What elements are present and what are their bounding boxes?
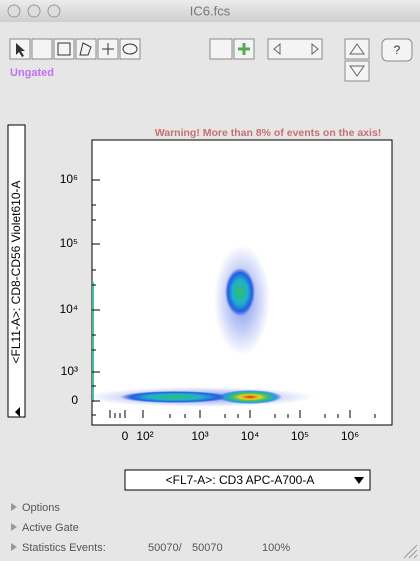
y-tick-label: 10⁴ (59, 302, 78, 316)
x-tick-label: 10² (136, 429, 153, 443)
x-tick-label: 10⁵ (291, 429, 309, 443)
y-tick-label: 10⁵ (60, 236, 78, 250)
ellipse-tool[interactable] (119, 38, 141, 60)
events-total: 50070 (192, 542, 223, 554)
quad-tool[interactable] (31, 38, 53, 60)
x-tick-label: 10³ (191, 429, 208, 443)
help-label: ? (394, 43, 401, 57)
y-tick-label: 10³ (61, 364, 78, 378)
x-tick-label: 0 (122, 429, 129, 443)
title-bar (0, 0, 420, 22)
resize-grip[interactable] (403, 544, 418, 559)
y-axis-selector[interactable] (7, 124, 26, 418)
quadrant-icon (102, 43, 114, 55)
x-tick-label: 10⁶ (341, 429, 359, 443)
y-axis-label: <FL11-A>: CD8-CD56 Violet610-A (9, 181, 23, 364)
down-icon (349, 65, 365, 77)
up-button[interactable] (344, 38, 370, 60)
up-icon (349, 43, 365, 55)
nav-arrows (273, 42, 319, 56)
add-icon (238, 43, 250, 55)
navigator[interactable] (267, 38, 323, 60)
events-percent: 100% (262, 542, 290, 554)
disclosure-triangles (11, 503, 17, 551)
polygon-tool[interactable] (75, 38, 97, 60)
down-button[interactable] (344, 60, 370, 82)
toolbar: ? (9, 38, 413, 82)
window-title: IC6.fcs (190, 3, 231, 18)
pointer-icon (16, 43, 25, 57)
close-button[interactable] (7, 4, 21, 18)
y-axis-ticks (92, 179, 100, 416)
x-tick-label: 10⁴ (241, 429, 260, 443)
x-axis-selector[interactable] (124, 469, 371, 491)
rect-tool[interactable] (53, 38, 75, 60)
minimize-button[interactable] (27, 4, 41, 18)
y-axis-dropdown (15, 407, 20, 417)
active-gate-toggle[interactable]: Active Gate (22, 522, 79, 534)
zoom-button[interactable] (47, 4, 61, 18)
axis-events (92, 282, 94, 402)
density-plot (85, 245, 315, 407)
density-cluster (225, 268, 255, 316)
gate-label: Ungated (10, 67, 54, 79)
statistics-toggle[interactable]: Statistics Events: (22, 542, 106, 554)
density-band-core (120, 391, 230, 403)
x-axis-dropdown (354, 477, 364, 484)
x-axis-label: <FL7-A>: CD3 APC-A700-A (166, 473, 315, 487)
density-hotspot (218, 390, 282, 404)
ellipse-icon (122, 43, 138, 55)
warning: Warning! More than 8% of events on the a… (155, 127, 382, 139)
options-toggle[interactable]: Options (22, 502, 60, 514)
events-count: 50070/ (148, 542, 183, 554)
rect-icon (57, 42, 71, 56)
x-axis-ticks (109, 410, 376, 418)
layout-tool[interactable] (209, 38, 233, 60)
polygon-icon (79, 42, 92, 56)
y-tick-label: 0 (71, 393, 78, 407)
y-tick-label: 10⁶ (60, 172, 78, 186)
help-button[interactable] (381, 38, 413, 62)
